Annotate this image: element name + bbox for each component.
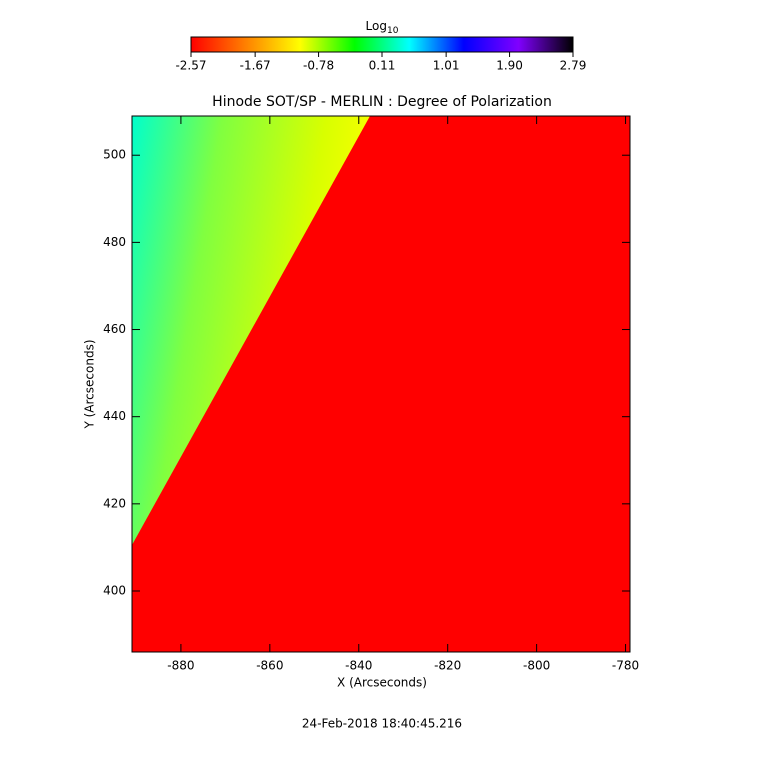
x-tick-label: -840 [345, 659, 372, 673]
y-axis-label: Y (Arcseconds) [83, 339, 97, 429]
y-tick-label: 460 [103, 322, 126, 336]
image-wedge [132, 116, 370, 545]
colorbar-tick-label: -2.57 [175, 59, 206, 73]
colorbar-tick-label: 1.01 [433, 59, 460, 73]
colorbar-tick-label: -0.78 [303, 59, 334, 73]
colorbar [190, 36, 574, 53]
x-tick-label: -780 [612, 659, 639, 673]
y-tick-label: 400 [103, 583, 126, 597]
colorbar-tick-label: -1.67 [240, 59, 271, 73]
y-tick-label: 500 [103, 148, 126, 162]
x-tick-label: -860 [256, 659, 283, 673]
x-tick-label: -880 [167, 659, 194, 673]
colorbar-label-sub: 10 [387, 26, 399, 36]
colorbar-label: Log10 [366, 19, 399, 36]
colorbar-tick-label: 1.90 [496, 59, 523, 73]
x-tick-label: -820 [434, 659, 461, 673]
chart-title: Hinode SOT/SP - MERLIN : Degree of Polar… [212, 94, 552, 110]
x-tick-label: -800 [523, 659, 550, 673]
plot-frame [131, 115, 631, 653]
colorbar-tick-label: 0.11 [369, 59, 396, 73]
x-axis-label: X (Arcseconds) [337, 676, 427, 690]
colorbar-tick-label: 2.79 [560, 59, 587, 73]
colorbar-label-main: Log [366, 19, 387, 33]
y-tick-label: 420 [103, 496, 126, 510]
y-tick-label: 440 [103, 409, 126, 423]
footer-timestamp: 24-Feb-2018 18:40:45.216 [302, 717, 462, 731]
y-tick-label: 480 [103, 235, 126, 249]
